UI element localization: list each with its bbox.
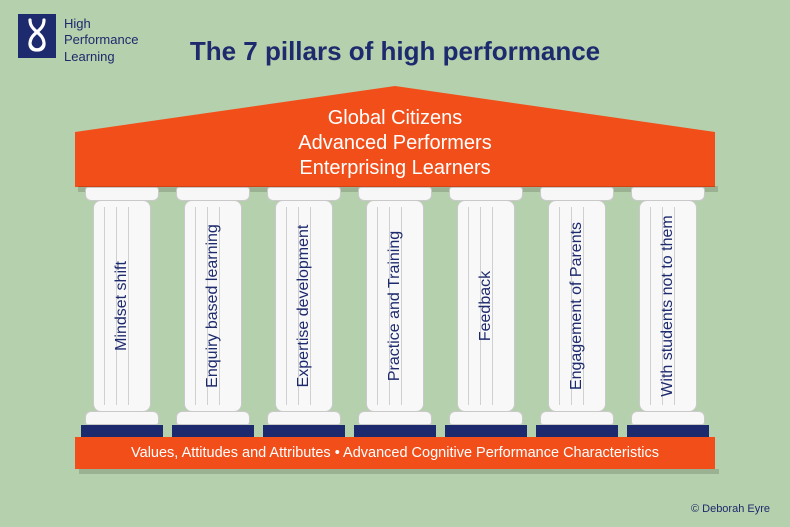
- pillar-label-5: Feedback: [477, 271, 495, 341]
- plinth: [354, 425, 436, 437]
- pillar-label-1: Mindset shift: [113, 261, 131, 351]
- brand-lockup: High Performance Learning: [18, 14, 138, 65]
- base-sep: •: [331, 445, 343, 461]
- pillar-capital: [267, 187, 341, 201]
- pillars-temple-diagram: Global Citizens Advanced Performers Ente…: [75, 86, 715, 466]
- base-right: Advanced Cognitive Performance Character…: [343, 445, 659, 461]
- foundation-band: Values, Attitudes and Attributes • Advan…: [75, 437, 715, 469]
- pillar-label-6: Engagement of Parents: [568, 222, 586, 390]
- pillar-5: Feedback: [449, 187, 523, 425]
- pillar-label-7: With students not to them: [659, 215, 677, 396]
- plinth: [263, 425, 345, 437]
- pillar-base-cap: [449, 411, 523, 425]
- pillar-base-cap: [631, 411, 705, 425]
- pillar-capital: [176, 187, 250, 201]
- pillar-capital: [540, 187, 614, 201]
- brand-name: High Performance Learning: [64, 14, 138, 65]
- pillar-3: Expertise development: [267, 187, 341, 425]
- pillar-7: With students not to them: [631, 187, 705, 425]
- pillar-label-2: Enquiry based learning: [204, 224, 222, 388]
- pillars-row: Mindset shift Enquiry based learning Exp…: [75, 187, 715, 425]
- pillar-base-cap: [176, 411, 250, 425]
- pillar-capital: [85, 187, 159, 201]
- brand-line-1: High: [64, 16, 138, 32]
- plinth: [627, 425, 709, 437]
- brand-line-2: Performance: [64, 32, 138, 48]
- pillar-label-3: Expertise development: [295, 225, 313, 388]
- roof-line-2: Advanced Performers: [75, 131, 715, 156]
- pillar-base-cap: [267, 411, 341, 425]
- pillar-4: Practice and Training: [358, 187, 432, 425]
- pillar-capital: [631, 187, 705, 201]
- brand-logo-icon: [18, 14, 56, 58]
- pillar-1: Mindset shift: [85, 187, 159, 425]
- pillar-2: Enquiry based learning: [176, 187, 250, 425]
- roof-labels: Global Citizens Advanced Performers Ente…: [75, 106, 715, 181]
- pillar-capital: [358, 187, 432, 201]
- base-left: Values, Attitudes and Attributes: [131, 445, 331, 461]
- roof-line-1: Global Citizens: [75, 106, 715, 131]
- brand-line-3: Learning: [64, 49, 138, 65]
- pillar-capital: [449, 187, 523, 201]
- plinth: [172, 425, 254, 437]
- copyright-credit: © Deborah Eyre: [691, 503, 770, 515]
- plinth-row: [75, 425, 715, 437]
- plinth: [81, 425, 163, 437]
- pillar-6: Engagement of Parents: [540, 187, 614, 425]
- plinth: [445, 425, 527, 437]
- pillar-base-cap: [358, 411, 432, 425]
- roof-line-3: Enterprising Learners: [75, 156, 715, 181]
- foundation-shadow: [79, 469, 719, 474]
- plinth: [536, 425, 618, 437]
- page-title: The 7 pillars of high performance: [190, 36, 600, 67]
- pillar-label-4: Practice and Training: [386, 231, 404, 381]
- pillar-base-cap: [540, 411, 614, 425]
- pillar-base-cap: [85, 411, 159, 425]
